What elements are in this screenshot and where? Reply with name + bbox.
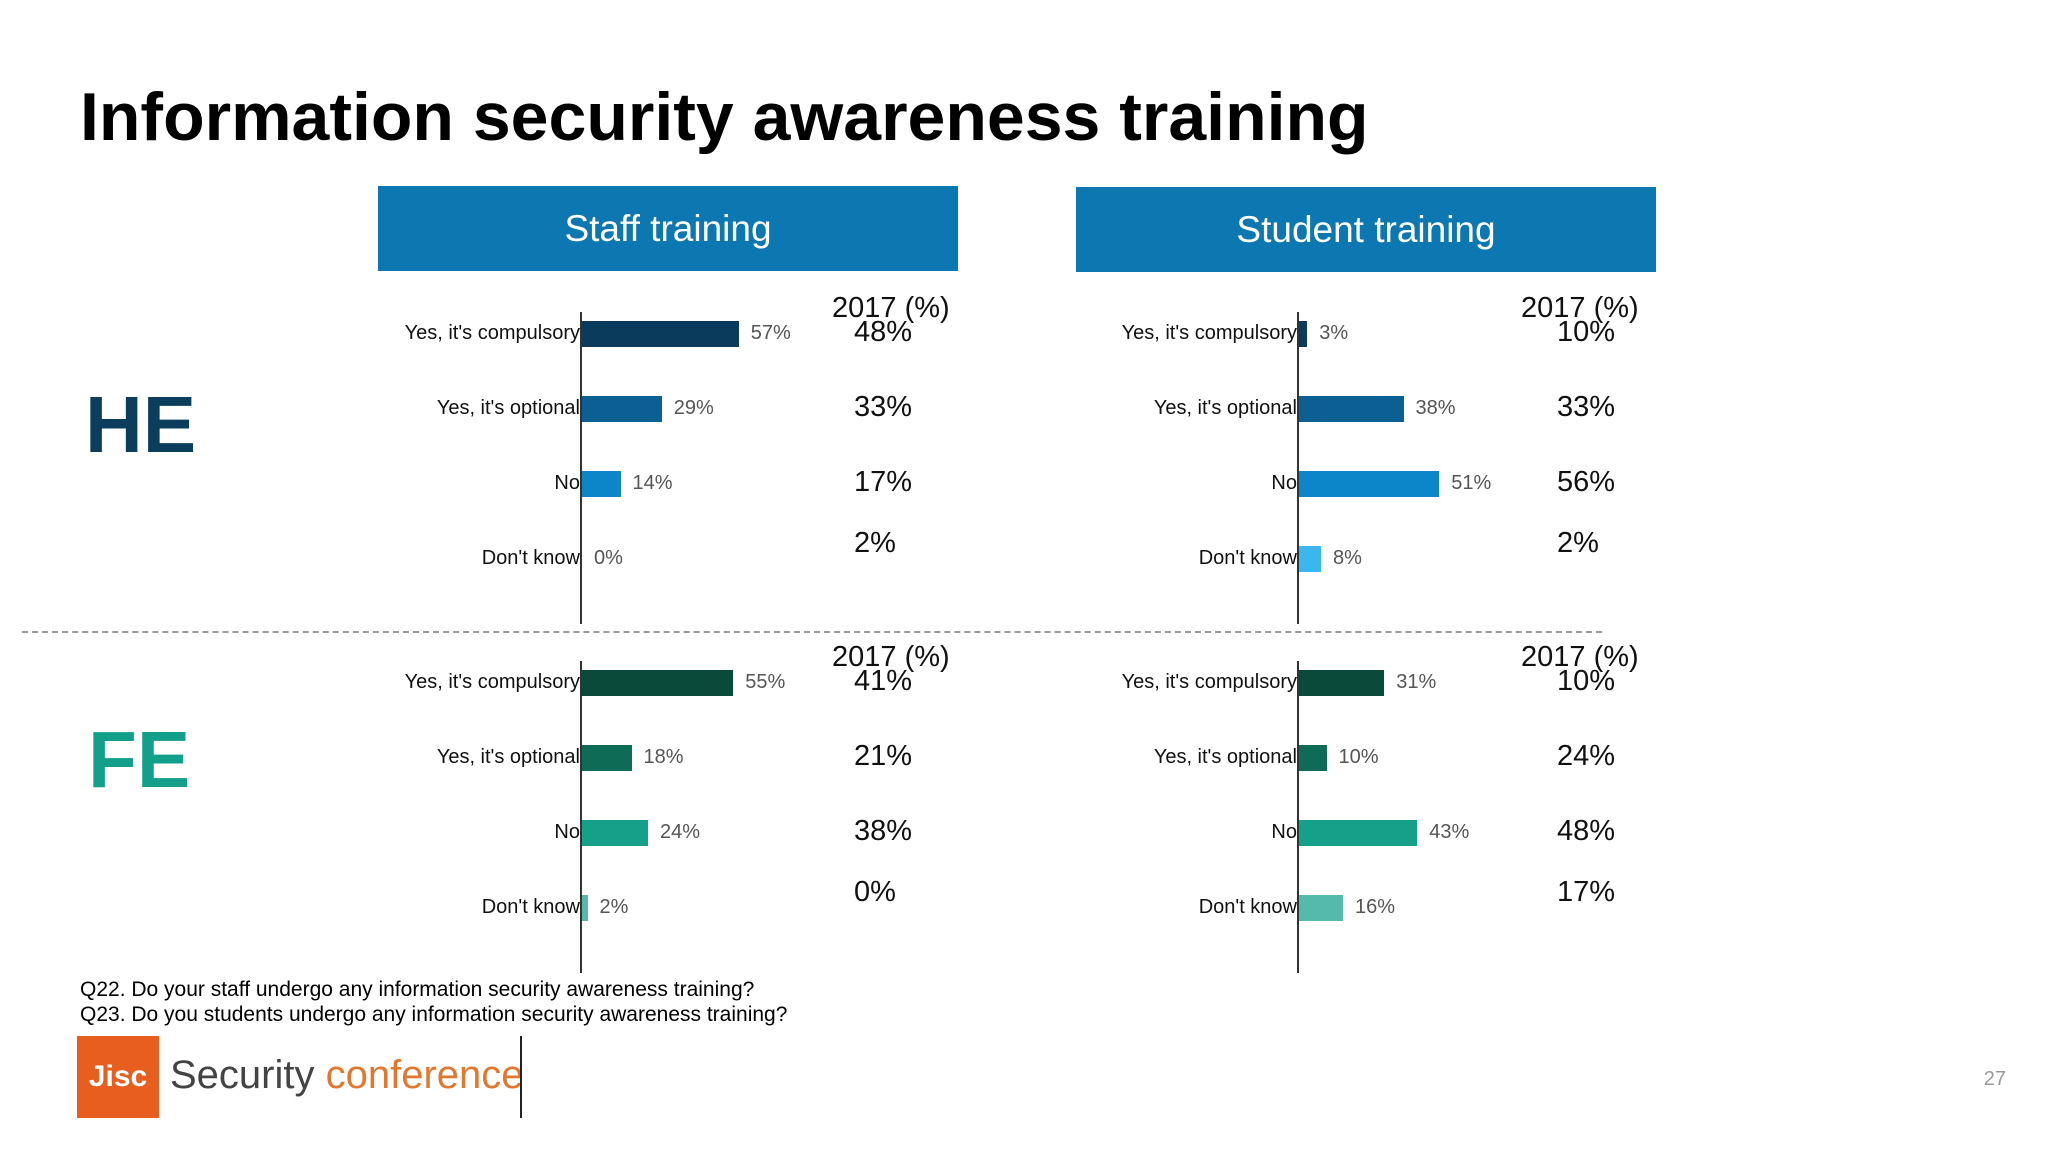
bar <box>582 745 632 771</box>
survey-questions: Q22. Do your staff undergo any informati… <box>80 977 787 1027</box>
category-label: No <box>1271 821 1297 843</box>
fe-section-label: FE <box>88 715 191 804</box>
category-label: No <box>554 821 580 843</box>
conference-wordmark: Security conference <box>170 1053 524 1098</box>
value-label: 51% <box>1451 472 1492 494</box>
comparison-value: 17% <box>1557 876 1616 908</box>
value-label: 2% <box>599 896 629 918</box>
question-q23: Q23. Do you students undergo any informa… <box>80 1003 788 1026</box>
comparison-value: 33% <box>854 391 913 423</box>
bar <box>1299 895 1343 921</box>
section-divider <box>22 631 1602 633</box>
wordmark-conference: conference <box>325 1053 524 1097</box>
axis-line <box>580 312 582 624</box>
comparison-value: 10% <box>1557 316 1616 348</box>
category-label: Yes, it's optional <box>436 746 580 768</box>
category-label: Yes, it's compulsory <box>1121 322 1297 344</box>
category-label: Yes, it's optional <box>1153 746 1297 768</box>
category-label: Yes, it's compulsory <box>1121 671 1297 693</box>
comparison-value: 33% <box>1557 391 1616 423</box>
value-label: 10% <box>1338 746 1379 768</box>
value-label: 38% <box>1415 397 1456 419</box>
value-label: 24% <box>660 821 701 843</box>
value-label: 0% <box>594 547 623 569</box>
value-label: 18% <box>643 746 684 768</box>
staff-training-header: Staff training <box>378 186 958 271</box>
bar <box>1299 820 1418 846</box>
value-label: 43% <box>1429 821 1470 843</box>
category-label: Don't know <box>481 547 580 569</box>
jisc-logo: Jisc <box>77 1036 159 1118</box>
category-label: Yes, it's optional <box>436 397 580 419</box>
bar <box>1299 745 1327 771</box>
axis-line <box>580 661 582 973</box>
comparison-header: 2017 (%) <box>1521 641 1639 673</box>
fe-staff-chart: 2017 (%) Yes, it's compulsory 55% 41% Yes, i… <box>357 641 1117 973</box>
bar <box>1299 471 1440 497</box>
value-label: 8% <box>1333 547 1362 569</box>
category-label: No <box>554 472 580 494</box>
comparison-value: 56% <box>1557 466 1616 498</box>
comparison-value: 24% <box>1557 740 1616 772</box>
logo-divider <box>520 1036 522 1118</box>
bar <box>582 396 662 422</box>
bar <box>582 670 734 696</box>
category-label: Yes, it's compulsory <box>404 671 580 693</box>
comparison-value: 48% <box>1557 815 1616 847</box>
bar <box>1299 546 1321 572</box>
comparison-header: 2017 (%) <box>832 641 950 673</box>
category-label: Don't know <box>1198 547 1297 569</box>
he-staff-chart: 2017 (%) Yes, it's compulsory 57% 48% Yes, i… <box>357 292 1117 624</box>
bar <box>1299 670 1385 696</box>
wordmark-security: Security <box>170 1053 315 1097</box>
category-label: Yes, it's optional <box>1153 397 1297 419</box>
comparison-value: 17% <box>854 466 913 498</box>
question-q22: Q22. Do your staff undergo any informati… <box>80 978 755 1001</box>
comparison-header: 2017 (%) <box>832 292 950 324</box>
value-label: 3% <box>1319 322 1349 344</box>
value-label: 57% <box>750 322 791 344</box>
comparison-value: 2% <box>854 527 896 559</box>
comparison-header: 2017 (%) <box>1521 292 1639 324</box>
value-label: 55% <box>745 671 786 693</box>
page-number: 27 <box>1983 1068 2006 1090</box>
value-label: 29% <box>673 397 714 419</box>
page-title: Information security awareness training <box>80 79 1369 155</box>
bar <box>1299 396 1404 422</box>
comparison-value: 10% <box>1557 665 1616 697</box>
value-label: 31% <box>1396 671 1437 693</box>
bar <box>582 820 648 846</box>
he-section-label: HE <box>85 380 197 469</box>
comparison-value: 38% <box>854 815 913 847</box>
axis-line <box>1297 312 1299 624</box>
category-label: Yes, it's compulsory <box>404 322 580 344</box>
bar <box>582 471 621 497</box>
category-label: Don't know <box>481 896 580 918</box>
category-label: No <box>1271 472 1297 494</box>
axis-line <box>1297 661 1299 973</box>
bar <box>1299 321 1308 347</box>
fe-student-chart: 2017 (%) Yes, it's compulsory 31% 10% Yes, i… <box>1074 641 1834 973</box>
bar <box>582 321 739 347</box>
comparison-value: 21% <box>854 740 913 772</box>
student-training-header: Student training <box>1076 187 1656 272</box>
category-label: Don't know <box>1198 896 1297 918</box>
value-label: 14% <box>632 472 673 494</box>
value-label: 16% <box>1355 896 1396 918</box>
he-student-chart: 2017 (%) Yes, it's compulsory 3% 10% Yes, it… <box>1074 292 1834 624</box>
comparison-value: 2% <box>1557 527 1599 559</box>
comparison-value: 0% <box>854 876 896 908</box>
comparison-value: 41% <box>854 665 913 697</box>
bar <box>582 895 588 921</box>
comparison-value: 48% <box>854 316 913 348</box>
